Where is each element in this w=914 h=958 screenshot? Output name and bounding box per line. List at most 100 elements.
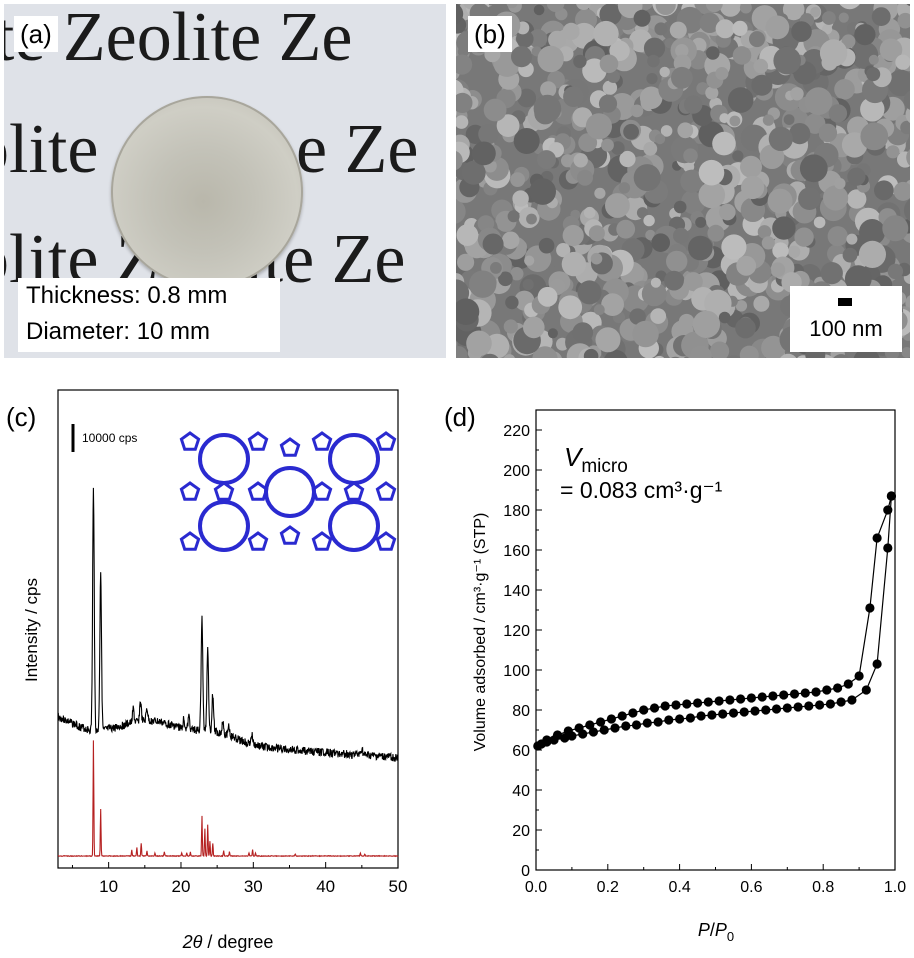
panel-c-label: (c) bbox=[6, 402, 37, 432]
isotherm-desorption-point bbox=[682, 699, 692, 709]
sem-particle bbox=[735, 317, 756, 339]
isotherm-desorption-point bbox=[800, 688, 810, 698]
sem-particle bbox=[537, 286, 558, 307]
sem-particle bbox=[578, 133, 598, 153]
isotherm-adsorption-point bbox=[610, 723, 620, 733]
sem-scale-bar bbox=[838, 298, 852, 306]
sem-particle bbox=[506, 4, 518, 9]
framework-5-ring bbox=[311, 531, 333, 551]
framework-5-ring bbox=[247, 531, 269, 551]
framework-ring bbox=[198, 433, 250, 485]
sem-particle bbox=[654, 355, 665, 358]
framework-5-ring bbox=[213, 481, 235, 501]
sem-particle bbox=[819, 39, 848, 67]
sem-particle bbox=[860, 97, 885, 122]
isotherm-adsorption-point bbox=[815, 700, 825, 710]
sem-particle bbox=[505, 295, 519, 310]
framework-5-ring bbox=[247, 481, 269, 501]
vmicro-subscript: micro bbox=[581, 456, 627, 477]
sem-particle bbox=[721, 234, 747, 260]
isotherm-adsorption-point bbox=[599, 725, 609, 735]
sem-particle bbox=[699, 12, 720, 34]
sem-particle bbox=[677, 122, 694, 139]
isotherm-adsorption-point bbox=[685, 713, 695, 723]
sem-particle bbox=[735, 300, 748, 312]
isotherm-desorption-point bbox=[822, 685, 832, 695]
xrd-simulated-pattern bbox=[57, 740, 399, 858]
sem-particle bbox=[847, 167, 866, 186]
xrd-x-tick-label: 20 bbox=[172, 877, 191, 896]
isotherm-adsorption-point bbox=[804, 701, 814, 711]
xrd-chart: 10 20 30 40 50 10000 cps Intensity / cps 2θ … bbox=[22, 389, 407, 952]
sem-particle bbox=[654, 133, 666, 145]
sem-particle bbox=[516, 30, 534, 48]
sem-particle bbox=[633, 164, 661, 192]
sem-particle bbox=[524, 255, 535, 266]
sem-particle bbox=[616, 219, 636, 239]
sem-particle bbox=[573, 54, 587, 69]
sem-particle bbox=[813, 216, 826, 229]
sem-particle bbox=[783, 114, 795, 125]
isotherm-adsorption-point bbox=[675, 714, 685, 724]
framework-5-ring bbox=[279, 437, 301, 457]
sem-particle bbox=[729, 115, 741, 127]
sem-particle bbox=[650, 277, 661, 288]
sem-particle bbox=[456, 115, 469, 129]
sem-particle bbox=[749, 31, 765, 48]
framework-ring bbox=[264, 466, 316, 518]
sem-particle bbox=[858, 240, 886, 268]
framework-5-ring bbox=[375, 431, 397, 451]
isotherm-desorption-point bbox=[660, 701, 670, 711]
isotherm-series bbox=[533, 491, 896, 751]
isotherm-desorption-line bbox=[546, 495, 892, 741]
isotherm-desorption-point bbox=[843, 679, 853, 689]
zeolite-disc bbox=[111, 96, 303, 288]
sem-particle bbox=[673, 227, 689, 244]
sem-particle bbox=[577, 280, 602, 305]
sem-particle bbox=[623, 123, 639, 140]
xrd-x-axis-label-symbol: 2θ bbox=[182, 932, 203, 952]
sem-particle bbox=[753, 295, 770, 312]
sem-particle bbox=[753, 58, 769, 74]
sem-particle bbox=[799, 154, 828, 183]
framework-5-ring bbox=[343, 481, 365, 501]
sem-particle bbox=[522, 278, 534, 291]
sem-particle bbox=[688, 235, 713, 261]
sem-particle bbox=[503, 319, 518, 334]
sem-particle bbox=[833, 354, 849, 358]
sem-particle bbox=[705, 4, 723, 13]
sem-particle bbox=[767, 188, 793, 214]
sem-particle bbox=[510, 172, 525, 188]
sem-particle bbox=[563, 86, 584, 107]
sem-particle bbox=[593, 20, 619, 47]
sem-particle bbox=[732, 46, 752, 65]
sem-particle bbox=[823, 185, 849, 211]
sem-particle bbox=[804, 87, 833, 116]
isotherm-x-axis-label: P/P0 bbox=[698, 920, 734, 944]
isotherm-y-tick-label: 100 bbox=[503, 663, 530, 680]
sem-particle bbox=[579, 24, 593, 38]
sem-particle bbox=[630, 104, 644, 118]
sem-particle bbox=[481, 353, 499, 358]
isotherm-adsorption-point bbox=[825, 699, 835, 709]
sem-particle bbox=[562, 224, 584, 247]
sem-particle bbox=[533, 4, 545, 16]
x-label-sub: 0 bbox=[727, 929, 734, 944]
sem-particle bbox=[619, 150, 636, 168]
isotherm-desorption-point bbox=[606, 714, 616, 724]
sem-particle bbox=[643, 141, 658, 156]
sem-particle bbox=[780, 353, 797, 358]
sem-particle bbox=[770, 262, 786, 278]
isotherm-desorption-point bbox=[585, 720, 595, 730]
sem-particle bbox=[705, 86, 719, 100]
isotherm-desorption-point bbox=[542, 735, 552, 745]
sem-particle bbox=[469, 270, 497, 298]
sem-particle bbox=[887, 263, 904, 280]
sem-particle bbox=[810, 6, 821, 18]
sem-particle bbox=[456, 298, 480, 325]
sem-particle bbox=[828, 104, 848, 123]
disc-info-box: Thickness: 0.8 mm Diameter: 10 mm bbox=[18, 278, 280, 352]
sem-particle bbox=[882, 215, 909, 242]
isotherm-y-tick-label: 120 bbox=[503, 623, 530, 640]
micropore-volume-annotation: Vmicro bbox=[564, 442, 628, 477]
